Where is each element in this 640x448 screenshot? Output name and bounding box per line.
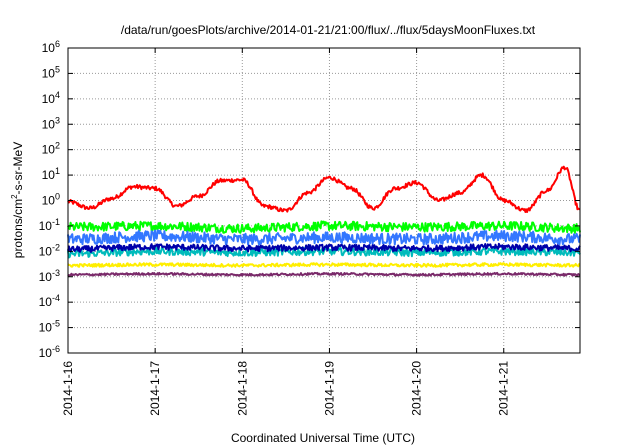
y-tick-exp: -3 [52, 268, 60, 278]
x-tick-label: 2014-1-19 [322, 361, 336, 416]
y-tick-exp: 3 [55, 115, 60, 125]
y-tick-label: 106 [42, 39, 60, 55]
y-axis-label-prefix: protons/cm [11, 199, 25, 258]
y-tick-base: 10 [39, 346, 53, 360]
y-tick-exp: -1 [52, 217, 60, 227]
y-tick-exp: -4 [52, 293, 60, 303]
y-tick-label: 10-4 [39, 293, 60, 309]
x-tick-label: 2014-1-20 [410, 361, 424, 416]
x-tick-label: 2014-1-17 [148, 361, 162, 416]
x-axis-label: Coordinated Universal Time (UTC) [231, 431, 415, 445]
chart-title: /data/run/goesPlots/archive/2014-01-21/2… [121, 23, 536, 37]
y-tick-base: 10 [42, 143, 56, 157]
y-tick-base: 10 [42, 92, 56, 106]
y-tick-label: 10-1 [39, 217, 60, 233]
y-tick-base: 10 [42, 117, 56, 131]
y-tick-base: 10 [39, 244, 53, 258]
series-line-2 [67, 229, 581, 246]
y-tick-base: 10 [39, 270, 53, 284]
y-tick-label: 103 [42, 115, 60, 131]
y-tick-base: 10 [39, 295, 53, 309]
y-axis-ticks: 10-610-510-410-310-210-11001011021031041… [39, 39, 580, 360]
y-tick-exp: -5 [52, 319, 60, 329]
y-tick-label: 105 [42, 64, 60, 80]
y-tick-exp: 2 [55, 141, 60, 151]
x-tick-label: 2014-1-16 [61, 361, 75, 416]
y-tick-label: 10-3 [39, 268, 60, 284]
y-axis-label-suffix: -s-sr-MeV [11, 142, 25, 195]
y-tick-exp: -6 [52, 344, 60, 354]
y-tick-base: 10 [42, 194, 56, 208]
y-tick-label: 10-2 [39, 242, 60, 258]
x-tick-label: 2014-1-18 [235, 361, 249, 416]
x-tick-label: 2014-1-21 [497, 361, 511, 416]
y-tick-label: 10-6 [39, 344, 60, 360]
y-tick-base: 10 [39, 219, 53, 233]
y-tick-exp: -2 [52, 242, 60, 252]
series-layer [67, 165, 581, 277]
y-axis-label-sup: 2 [10, 194, 19, 199]
y-tick-exp: 1 [55, 166, 60, 176]
y-tick-label: 10-5 [39, 319, 60, 335]
y-tick-label: 100 [42, 192, 60, 208]
y-tick-exp: 0 [55, 192, 60, 202]
series-line-4 [67, 242, 581, 253]
x-axis-ticks: 2014-1-16 2014-1-17 2014-1-18 2014-1-19 2014… [61, 48, 511, 416]
y-tick-exp: 6 [55, 39, 60, 49]
y-tick-base: 10 [42, 66, 56, 80]
y-tick-label: 101 [42, 166, 60, 182]
y-tick-exp: 5 [55, 64, 60, 74]
y-tick-base: 10 [42, 41, 56, 55]
series-line-6 [67, 271, 581, 277]
series-line-5 [67, 262, 581, 268]
series-line-0 [67, 165, 581, 213]
y-axis-label: protons/cm2-s-sr-MeV [10, 142, 25, 258]
y-tick-label: 102 [42, 141, 60, 157]
y-tick-exp: 4 [55, 90, 60, 100]
y-tick-base: 10 [39, 321, 53, 335]
y-tick-base: 10 [42, 168, 56, 182]
series-line-1 [67, 220, 581, 234]
y-tick-label: 104 [42, 90, 60, 106]
